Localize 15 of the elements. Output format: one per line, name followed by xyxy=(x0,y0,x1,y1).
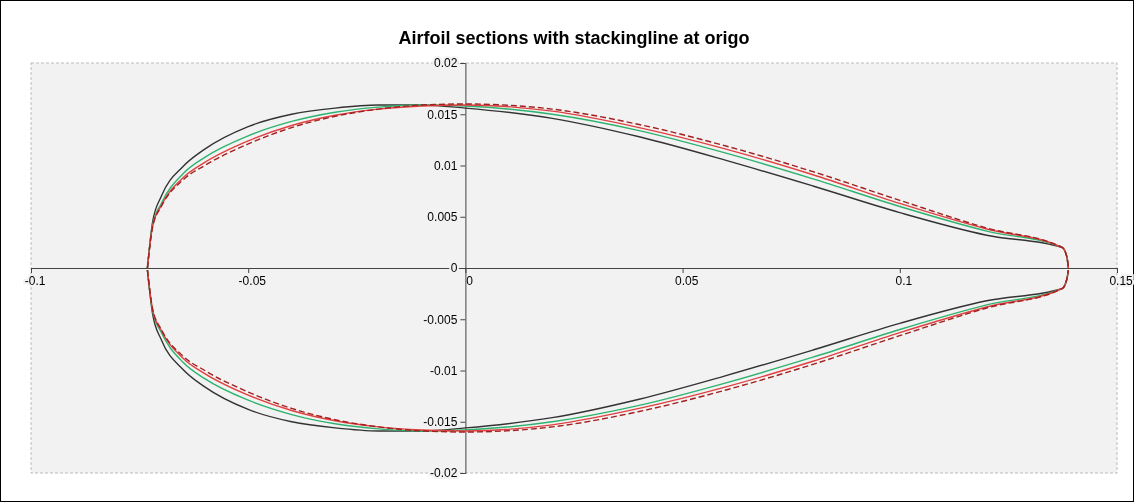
y-tick-label: 0.02 xyxy=(434,56,458,71)
x-tick-label: 0.1 xyxy=(895,273,913,288)
x-tick-label: 0.15 xyxy=(1109,273,1134,288)
y-tick-label: -0.015 xyxy=(423,415,458,430)
x-tick-label: -0.05 xyxy=(238,273,267,288)
y-tick-label: -0.005 xyxy=(423,312,458,327)
x-tick-label: -0.1 xyxy=(24,273,46,288)
chart-title: Airfoil sections with stackingline at origo xyxy=(398,28,750,48)
x-tick-label: 0 xyxy=(466,273,474,288)
x-tick-label: 0.05 xyxy=(675,273,699,288)
y-tick-label: 0.005 xyxy=(427,210,458,225)
y-tick-label: 0.01 xyxy=(434,158,458,173)
y-tick-label: -0.01 xyxy=(430,363,458,378)
y-tick-label: -0.02 xyxy=(430,466,458,481)
y-tick-label: 0.015 xyxy=(427,107,458,122)
